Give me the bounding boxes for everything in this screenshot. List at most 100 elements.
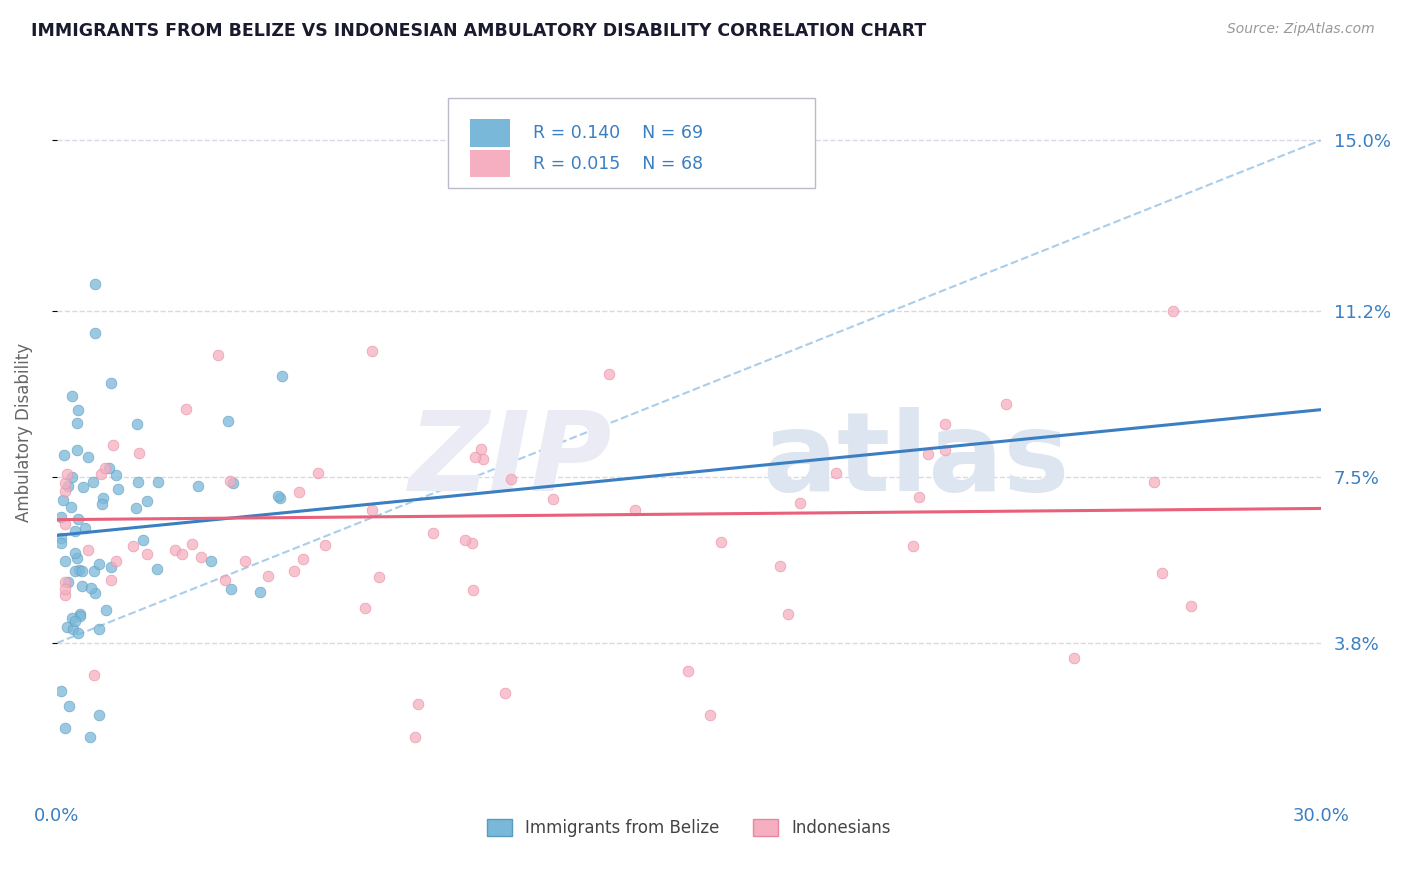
Point (1063, 651, 1085, 665)
Point (100, 376, 122, 390)
Point (135, 494, 157, 508)
Point (67, 626, 90, 640)
Text: R = 0.140    N = 69: R = 0.140 N = 69 (533, 124, 703, 142)
Point (934, 443, 956, 458)
Point (83, 668, 105, 682)
Point (222, 476, 245, 491)
Point (90, 467, 112, 481)
Point (87, 708, 110, 723)
Point (70, 564, 93, 578)
Point (934, 417, 956, 431)
Point (461, 536, 484, 550)
Point (55, 554, 77, 568)
Point (60, 469, 83, 483)
Point (52, 493, 75, 508)
FancyBboxPatch shape (470, 150, 510, 178)
Point (53, 582, 76, 596)
Point (472, 451, 495, 466)
Point (91, 496, 114, 510)
Point (55, 467, 77, 482)
Point (494, 685, 516, 699)
Point (63, 614, 86, 628)
Point (768, 559, 790, 574)
Point (82, 475, 104, 489)
Point (83, 564, 105, 578)
Text: R = 0.015    N = 68: R = 0.015 N = 68 (533, 154, 703, 173)
Point (122, 539, 145, 553)
Point (217, 414, 239, 428)
Point (53, 448, 76, 462)
Point (214, 574, 236, 588)
Point (127, 475, 149, 490)
Point (699, 708, 721, 723)
Point (470, 442, 492, 456)
Point (598, 367, 620, 381)
Point (454, 533, 477, 547)
Point (901, 539, 924, 553)
Text: IMMIGRANTS FROM BELIZE VS INDONESIAN AMBULATORY DISABILITY CORRELATION CHART: IMMIGRANTS FROM BELIZE VS INDONESIAN AMB… (31, 22, 927, 40)
Point (710, 534, 733, 549)
Point (135, 547, 157, 561)
Point (1150, 566, 1173, 580)
Point (65, 564, 87, 578)
Point (104, 554, 127, 568)
Point (267, 489, 290, 503)
Point (314, 538, 336, 552)
Point (75, 521, 97, 535)
Point (107, 482, 129, 496)
Point (76, 450, 98, 465)
Point (76, 542, 98, 557)
Point (219, 582, 242, 596)
Point (464, 450, 486, 465)
Point (360, 503, 382, 517)
Legend: Immigrants from Belize, Indonesians: Immigrants from Belize, Indonesians (479, 813, 897, 844)
Point (69, 607, 91, 622)
Point (83, 326, 105, 341)
Point (132, 533, 155, 547)
Point (187, 479, 209, 493)
Point (1161, 304, 1184, 318)
Point (249, 584, 271, 599)
Point (235, 554, 257, 568)
Point (66, 551, 89, 566)
Point (100, 574, 122, 588)
Point (69, 609, 91, 624)
Point (100, 559, 122, 574)
Point (56, 620, 79, 634)
Point (67, 563, 90, 577)
Point (270, 369, 292, 384)
Point (165, 542, 187, 557)
Point (190, 550, 212, 565)
Point (287, 485, 309, 500)
Point (63, 545, 86, 559)
Text: ZIP: ZIP (409, 408, 613, 515)
Point (79, 731, 101, 745)
Point (353, 600, 375, 615)
Point (283, 564, 305, 578)
Point (176, 402, 198, 417)
Point (56, 478, 79, 492)
Point (63, 524, 86, 538)
Point (72, 480, 94, 494)
Point (53, 475, 76, 490)
Point (406, 697, 429, 711)
Point (825, 466, 848, 480)
Point (1180, 599, 1202, 613)
Point (678, 665, 700, 679)
FancyBboxPatch shape (470, 120, 510, 147)
Point (422, 526, 444, 541)
Point (66, 443, 89, 458)
Point (257, 569, 280, 583)
Point (51, 536, 73, 550)
Point (789, 496, 811, 510)
Point (995, 397, 1018, 411)
Point (1143, 475, 1166, 490)
Point (49, 531, 72, 545)
Text: atlas: atlas (762, 408, 1070, 515)
Point (207, 348, 229, 362)
Point (89, 558, 111, 572)
Point (66, 402, 89, 417)
Point (291, 552, 314, 566)
Point (53, 575, 76, 590)
Point (93, 491, 115, 505)
